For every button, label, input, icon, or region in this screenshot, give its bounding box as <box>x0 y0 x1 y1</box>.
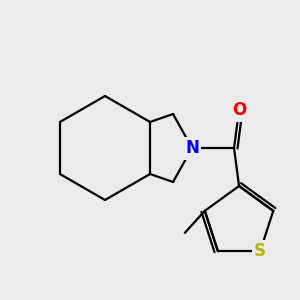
Text: S: S <box>254 242 266 260</box>
Text: N: N <box>185 139 199 157</box>
Text: O: O <box>232 101 246 119</box>
